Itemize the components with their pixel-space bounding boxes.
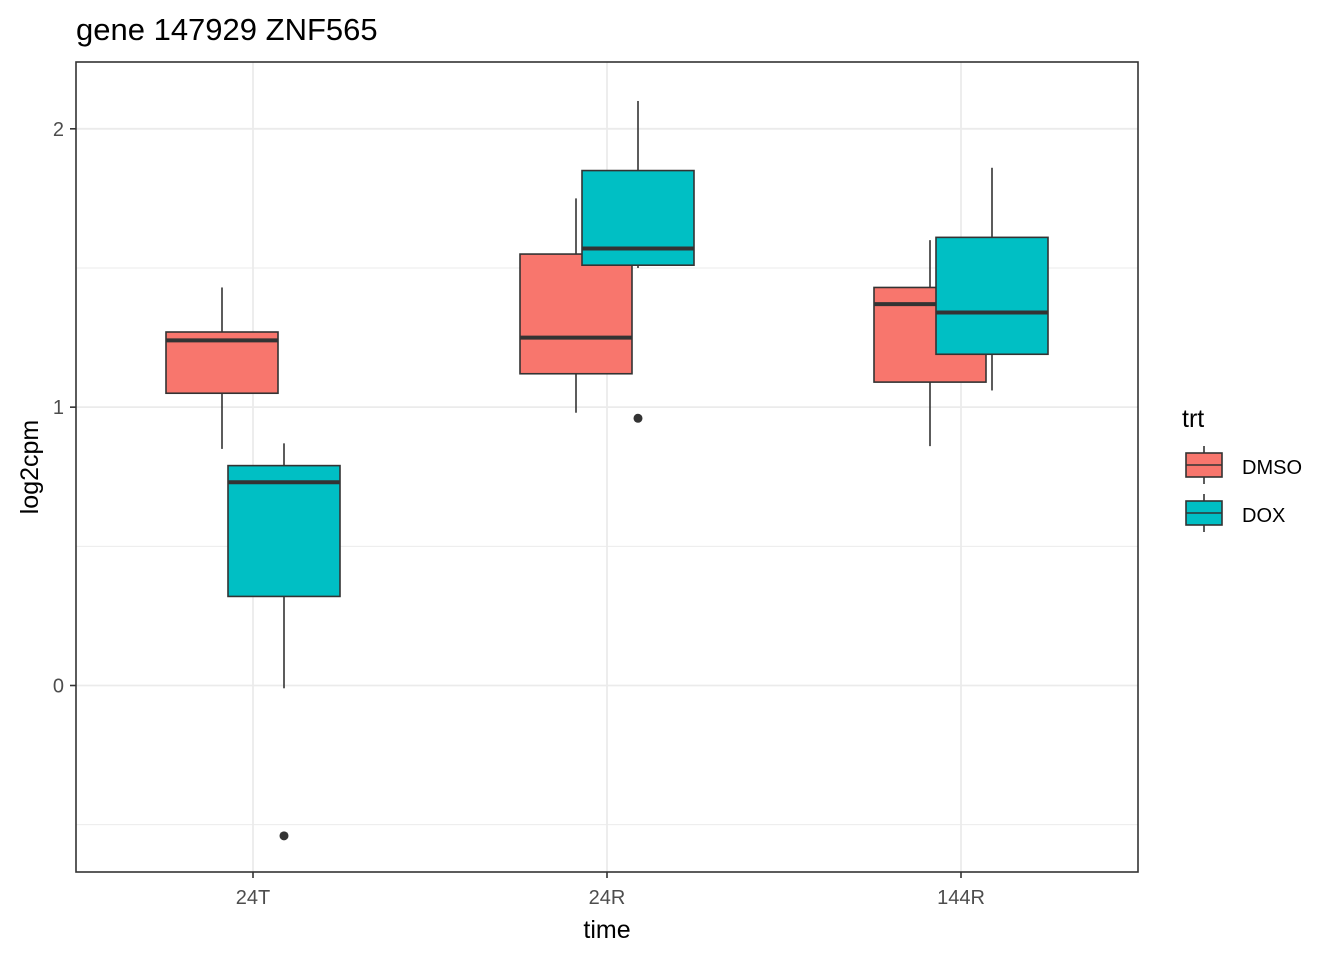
- x-tick-label: 144R: [937, 887, 985, 909]
- chart-title: gene 147929 ZNF565: [76, 12, 378, 47]
- y-tick-label: 0: [53, 676, 64, 698]
- box-dox-144r: [935, 167, 1049, 391]
- box-dox-24t: [227, 443, 341, 841]
- x-axis-title: time: [583, 916, 630, 944]
- legend-key-dox: [1185, 494, 1223, 532]
- box-body: [935, 236, 1049, 356]
- x-tick-label: 24T: [236, 887, 270, 909]
- x-tick-label: 24R: [589, 887, 626, 909]
- y-tick-label: 2: [53, 119, 64, 141]
- y-axis-title: log2cpm: [16, 420, 44, 515]
- box-dox-24r: [581, 100, 695, 423]
- box-dmso-24t: [165, 287, 279, 449]
- outlier-point: [279, 831, 289, 841]
- legend-label-dox: DOX: [1242, 505, 1285, 527]
- box-dmso-24r: [519, 198, 633, 413]
- outlier-point: [633, 413, 643, 423]
- box-body: [581, 169, 695, 266]
- legend-key-dmso: [1185, 446, 1223, 484]
- plot-panel: 0 1 2 24T 24R 144R: [53, 61, 1139, 909]
- legend: trt DMSO DOX: [1182, 405, 1302, 532]
- legend-title: trt: [1182, 405, 1204, 433]
- legend-label-dmso: DMSO: [1242, 457, 1302, 479]
- box-body: [519, 253, 633, 375]
- box-body: [227, 464, 341, 598]
- y-tick-label: 1: [53, 397, 64, 419]
